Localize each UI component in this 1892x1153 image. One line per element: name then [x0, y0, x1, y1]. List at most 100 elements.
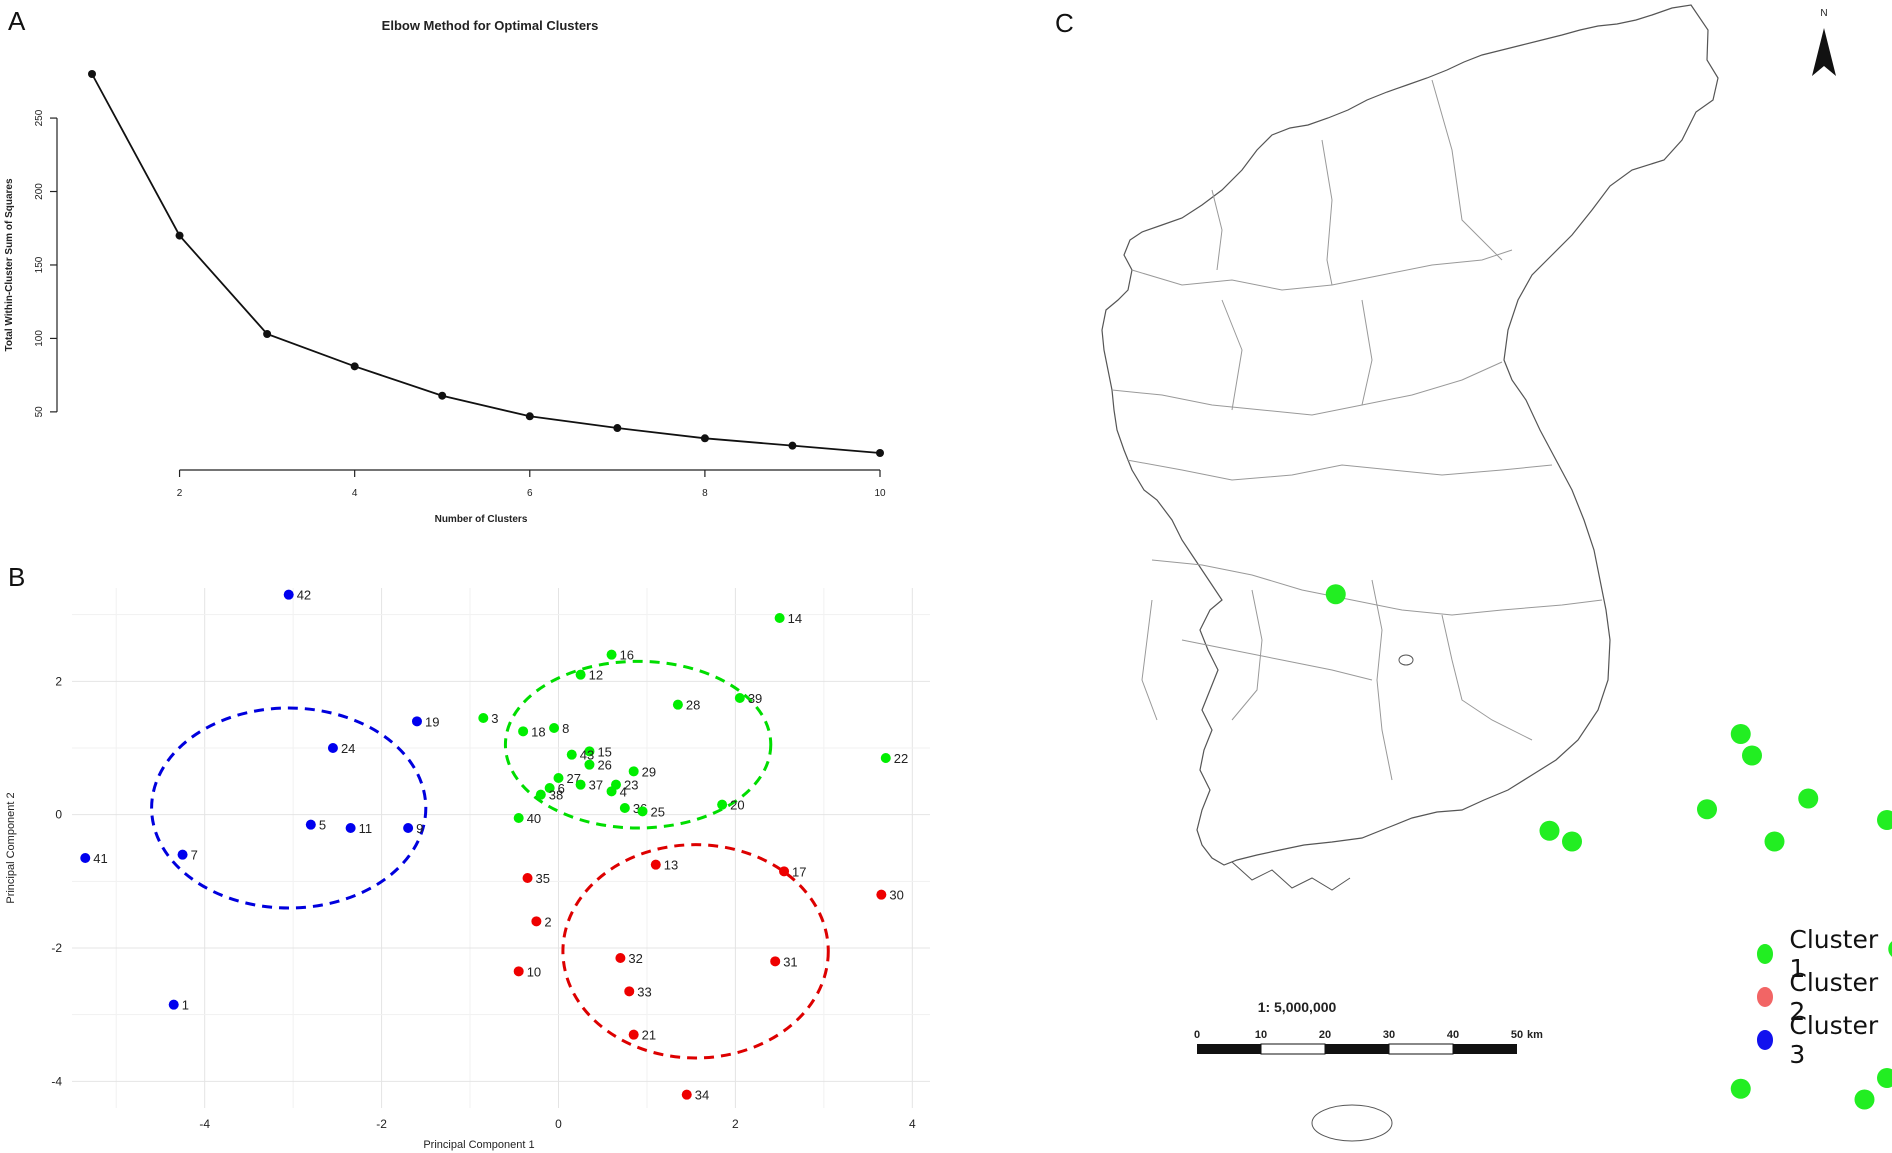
elbow-line — [91, 73, 881, 454]
point-label: 15 — [597, 744, 611, 759]
map-point — [1764, 831, 1785, 852]
x-tick-label: 0 — [555, 1117, 562, 1131]
scatter-point — [779, 866, 790, 877]
scatter-point — [80, 853, 91, 863]
scatter-point — [606, 786, 617, 797]
north-label: N — [1820, 8, 1827, 19]
legend-item: Cluster 2 — [1757, 968, 1882, 1026]
point-label: 31 — [783, 954, 797, 969]
scatter-point — [624, 986, 635, 997]
scale-bar: 1: 5,000,000 0 10 20 30 40 50 km — [1194, 999, 1543, 1055]
scatter-point — [177, 849, 188, 860]
legend-label: Cluster 3 — [1789, 1011, 1879, 1069]
map-point — [1730, 1078, 1751, 1099]
scatter-point — [283, 589, 294, 600]
islands — [1231, 654, 1414, 1142]
province-boundaries — [1111, 79, 1603, 781]
legend-item: Cluster 1 — [1757, 925, 1882, 983]
point-label: 2 — [544, 914, 551, 929]
point-label: 38 — [549, 788, 563, 803]
scatter-point — [876, 889, 887, 900]
elbow-point — [88, 70, 96, 78]
elbow-point — [700, 434, 709, 443]
scale-tick-label: 0 — [1194, 1029, 1200, 1041]
elbow-point — [263, 330, 272, 339]
map-point — [1562, 831, 1582, 852]
scatter-point — [345, 823, 356, 833]
legend-marker — [1757, 987, 1774, 1007]
x-axis-label: Principal Component 1 — [423, 1139, 534, 1151]
scatter-point — [880, 753, 891, 763]
scatter-point — [628, 766, 639, 777]
point-label: 32 — [628, 951, 642, 966]
y-axis-label: Principal Component 2 — [5, 792, 17, 903]
panel-label-a: A — [8, 6, 26, 36]
scatter-point — [637, 806, 648, 817]
scatter-point — [549, 723, 560, 733]
scatter-point — [774, 613, 785, 623]
point-label: 26 — [597, 758, 611, 773]
point-label: 9 — [416, 821, 423, 836]
legend-marker — [1757, 944, 1774, 964]
point-label: 28 — [686, 698, 700, 713]
x-tick-label: 10 — [874, 488, 886, 499]
point-label: 13 — [664, 858, 678, 873]
scale-text: 1: 5,000,000 — [1258, 999, 1337, 1015]
point-label: 41 — [93, 851, 107, 866]
point-label: 22 — [894, 751, 908, 766]
map-point — [1877, 810, 1892, 830]
scatter-point — [403, 823, 414, 833]
peninsula-outline — [1101, 4, 1719, 866]
point-label: 30 — [889, 888, 903, 903]
elbow-point — [525, 412, 534, 421]
point-label: 40 — [527, 811, 541, 826]
point-label: 33 — [637, 984, 651, 999]
scatter-point — [575, 779, 586, 790]
cluster-ellipse — [150, 706, 428, 910]
point-label: 35 — [536, 871, 550, 886]
scatter-point — [606, 649, 617, 660]
map-point — [1742, 745, 1762, 766]
scale-tick-label: 20 — [1319, 1029, 1331, 1041]
point-label: 24 — [341, 741, 355, 756]
point-label: 37 — [589, 778, 603, 793]
scatter-point — [717, 799, 728, 810]
scale-tick-label: 10 — [1255, 1029, 1267, 1041]
map-point — [1697, 799, 1717, 820]
map-point — [1539, 820, 1560, 841]
chart-title: Elbow Method for Optimal Clusters — [382, 18, 599, 33]
elbow-point — [438, 391, 447, 400]
scatter-point — [575, 669, 586, 680]
scatter-point — [566, 749, 577, 760]
scatter-point — [681, 1089, 692, 1100]
point-label: 8 — [562, 721, 569, 736]
map-point — [1877, 1068, 1892, 1088]
y-tick-label: -2 — [51, 941, 62, 955]
scatter-point — [672, 699, 683, 710]
scatter-point — [305, 819, 316, 830]
point-label: 3 — [491, 711, 498, 726]
scatter-point — [535, 789, 546, 800]
elbow-chart: Elbow Method for Optimal Clusters 50 100 15… — [4, 18, 886, 525]
x-tick-label: 2 — [732, 1117, 739, 1131]
y-tick-label: -4 — [51, 1074, 62, 1088]
x-tick-label: 6 — [527, 488, 533, 499]
scatter-point — [770, 956, 781, 967]
map-point — [1730, 724, 1751, 744]
scatter-point — [615, 953, 626, 963]
point-label: 21 — [642, 1028, 656, 1043]
scatter-point — [584, 759, 595, 770]
legend-item: Cluster 3 — [1757, 1011, 1882, 1069]
point-label: 39 — [748, 691, 762, 706]
map-point — [1888, 941, 1892, 957]
point-label: 5 — [319, 818, 326, 833]
elbow-point — [788, 441, 797, 450]
panel-label-b: B — [8, 562, 26, 592]
elbow-point — [876, 449, 884, 457]
scatter-point — [478, 713, 489, 723]
scale-tick-label: 40 — [1447, 1029, 1459, 1041]
y-tick-label: 0 — [55, 808, 62, 822]
point-label: 4 — [620, 784, 627, 799]
scatter-point — [518, 726, 529, 737]
